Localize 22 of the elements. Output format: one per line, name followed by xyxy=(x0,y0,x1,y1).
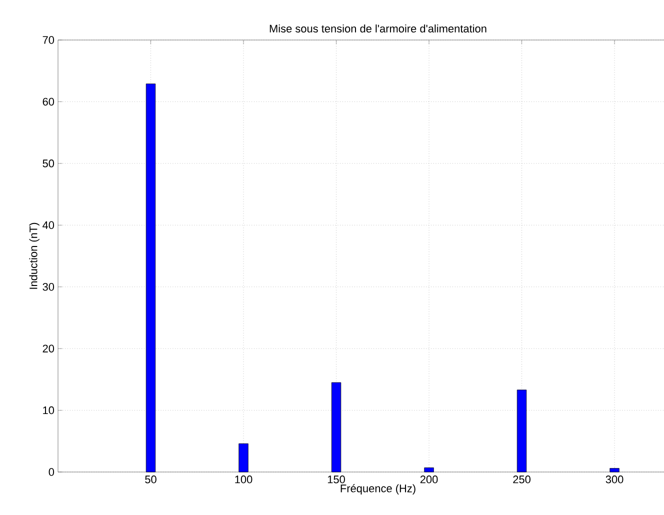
bar xyxy=(516,390,527,472)
y-tick-label: 70 xyxy=(42,36,54,44)
y-tick-label: 60 xyxy=(42,98,54,106)
bar xyxy=(331,382,342,472)
y-tick-label: 30 xyxy=(42,282,54,291)
y-tick-label: 50 xyxy=(42,160,54,168)
y-axis-title: Induction (nT) xyxy=(29,222,40,289)
x-tick-label: 250 xyxy=(513,476,530,484)
x-tick-label: 50 xyxy=(145,476,156,484)
y-tick-label: 40 xyxy=(42,221,54,230)
x-axis-title: Fréquence (Hz) xyxy=(340,484,416,494)
chart-title: Mise sous tension de l'armoire d'alimentation xyxy=(270,24,486,33)
x-tick-label: 100 xyxy=(235,476,252,484)
y-tick-label: 0 xyxy=(48,468,54,476)
y-tick-label: 20 xyxy=(42,344,54,352)
bar xyxy=(146,84,156,472)
bar xyxy=(424,467,434,472)
y-tick-label: 10 xyxy=(43,406,54,414)
x-tick-label: 200 xyxy=(420,476,438,484)
bar xyxy=(238,443,248,472)
x-tick-label: 150 xyxy=(328,476,345,484)
x-tick-label: 300 xyxy=(606,476,624,484)
